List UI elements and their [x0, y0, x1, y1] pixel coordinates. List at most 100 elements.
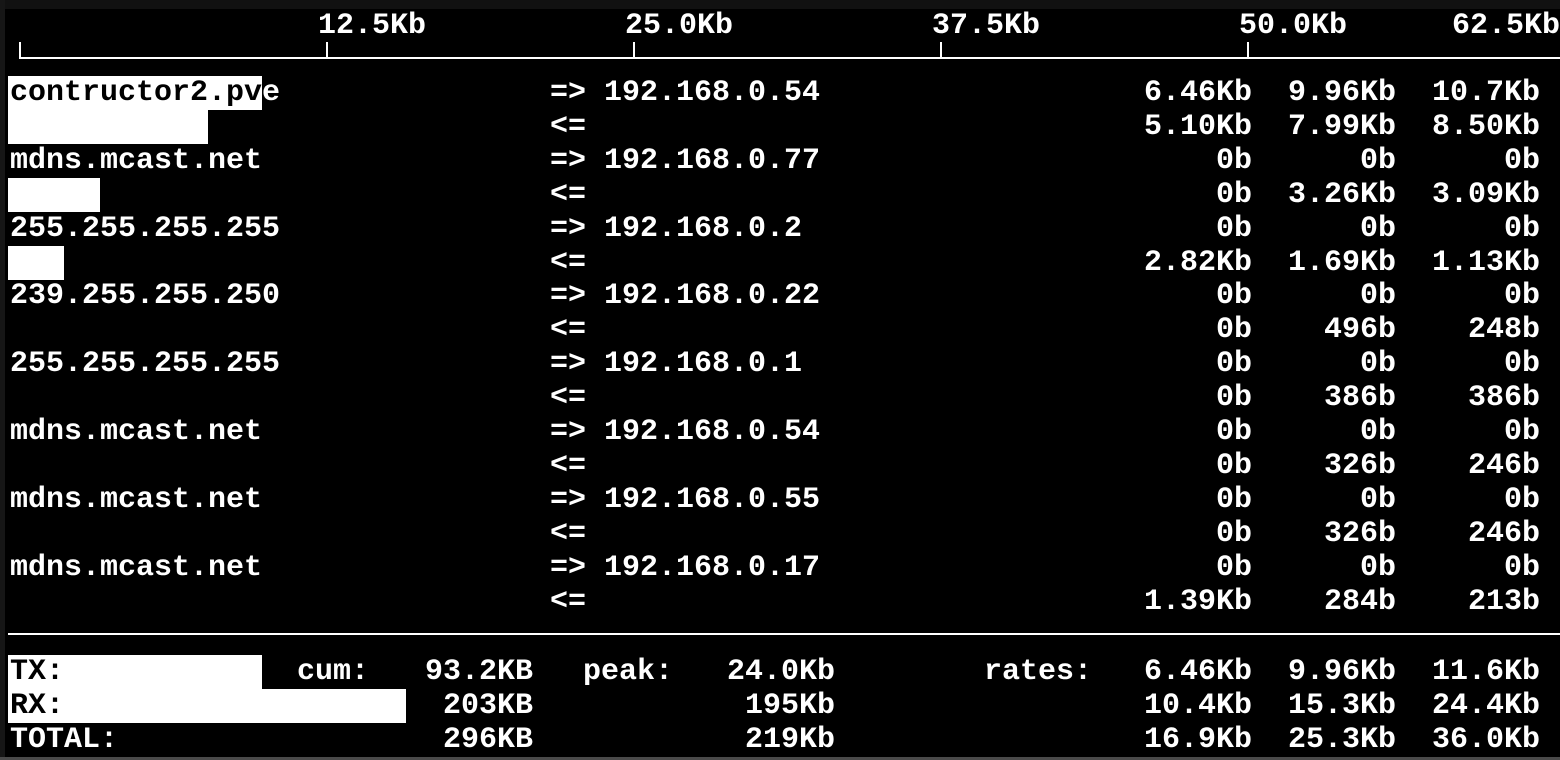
rate-value: 0b [1503, 347, 1540, 381]
rate-value: 1.39Kb [1143, 585, 1252, 619]
rate-value: 3.26Kb [1287, 178, 1396, 212]
rate-value: 0b [1215, 449, 1252, 483]
direction-arrow: => [550, 76, 587, 110]
source-host: 255.255.255.255 [10, 212, 281, 246]
rates-header: rates: [984, 655, 1093, 689]
scale-label: 62.5Kb [1452, 9, 1560, 43]
direction-arrow: <= [550, 246, 587, 280]
rate-value: 0b [1359, 279, 1396, 313]
rate-value: 0b [1503, 551, 1540, 585]
direction-arrow: => [550, 347, 587, 381]
summary-label: TOTAL: [10, 723, 119, 757]
traffic-bar [8, 110, 208, 144]
peak-value: 195Kb [744, 689, 835, 723]
direction-arrow: <= [550, 449, 587, 483]
scale-label: 12.5Kb [318, 9, 427, 43]
rate-value: 0b [1215, 279, 1252, 313]
connection-row-line: contructor2.pve => 192.168.0.54 6.46Kb 9.96K… [0, 76, 1560, 110]
source-host: mdns.mcast.net [10, 483, 263, 517]
rate-value: 16.9Kb [1143, 723, 1252, 757]
rate-value: 1.69Kb [1287, 246, 1396, 280]
rate-value: 7.99Kb [1287, 110, 1396, 144]
rate-value: 9.96Kb [1287, 76, 1396, 110]
direction-arrow: <= [550, 313, 587, 347]
rate-value: 386b [1323, 381, 1396, 415]
rate-value: 0b [1359, 144, 1396, 178]
rate-value: 0b [1215, 517, 1252, 551]
dest-host: 192.168.0.2 [604, 212, 803, 246]
connection-row-line: <= 2.82Kb 1.69Kb 1.13Kb [0, 246, 1560, 280]
rate-value: 0b [1215, 313, 1252, 347]
rate-value: 0b [1503, 279, 1540, 313]
summary-row-tx: TX: cum: peak: rates: 93.2KB 24.0Kb 6.46Kb 9.96… [0, 655, 1560, 689]
summary-row-total: TOTAL: 296KB 219Kb 16.9Kb 25.3Kb 36.0Kb [0, 723, 1560, 757]
connection-row-line: mdns.mcast.net => 192.168.0.17 0b 0b 0b [0, 551, 1560, 585]
window-edge-left [0, 0, 5, 760]
traffic-bar [8, 178, 100, 212]
dest-host: 192.168.0.54 [604, 76, 821, 110]
rate-value: 0b [1359, 551, 1396, 585]
rate-value: 1.13Kb [1431, 246, 1540, 280]
source-host: 255.255.255.255 [10, 347, 281, 381]
rate-value: 6.46Kb [1143, 76, 1252, 110]
direction-arrow: <= [550, 178, 587, 212]
rate-value: 213b [1467, 585, 1540, 619]
direction-arrow: => [550, 415, 587, 449]
peak-value: 219Kb [744, 723, 835, 757]
rate-value: 9.96Kb [1287, 655, 1396, 689]
connection-row-line: 255.255.255.255 => 192.168.0.2 0b 0b 0b [0, 212, 1560, 246]
window-edge-top [0, 0, 1560, 9]
rate-value: 246b [1467, 517, 1540, 551]
rate-value: 0b [1215, 483, 1252, 517]
source-host-normal-part: e [262, 76, 281, 110]
traffic-bar [8, 76, 262, 110]
cumulative-value: 203KB [442, 689, 533, 723]
cumulative-value: 93.2KB [424, 655, 533, 689]
direction-arrow: <= [550, 381, 587, 415]
traffic-bar [8, 689, 406, 723]
scale-tick [940, 42, 942, 58]
connection-row-line: mdns.mcast.net => 192.168.0.54 0b 0b 0b [0, 415, 1560, 449]
source-host: mdns.mcast.net [10, 144, 263, 178]
direction-arrow: => [550, 144, 587, 178]
connection-row-line: mdns.mcast.net => 192.168.0.77 0b 0b 0b [0, 144, 1560, 178]
rate-value: 10.7Kb [1431, 76, 1540, 110]
direction-arrow: => [550, 483, 587, 517]
rate-value: 6.46Kb [1143, 655, 1252, 689]
rate-value: 0b [1359, 483, 1396, 517]
source-host-inverted-part: contructor2.pv [10, 76, 263, 110]
scale-tick [19, 42, 21, 58]
rate-value: 0b [1503, 212, 1540, 246]
summary-row-rx: RX: 203KB 195Kb 10.4Kb 15.3Kb 24.4Kb [0, 689, 1560, 723]
connection-row-line: <= 0b 326b 246b [0, 517, 1560, 551]
rate-value: 2.82Kb [1143, 246, 1252, 280]
rate-value: 10.4Kb [1143, 689, 1252, 723]
rate-value: 5.10Kb [1143, 110, 1252, 144]
direction-arrow: <= [550, 517, 587, 551]
rate-value: 326b [1323, 449, 1396, 483]
rate-value: 15.3Kb [1287, 689, 1396, 723]
scale-label: 25.0Kb [625, 9, 734, 43]
dest-host: 192.168.0.55 [604, 483, 821, 517]
rate-value: 284b [1323, 585, 1396, 619]
rate-value: 0b [1359, 347, 1396, 381]
direction-arrow: <= [550, 585, 587, 619]
connection-row-line: <= 0b 3.26Kb 3.09Kb [0, 178, 1560, 212]
summary-label: TX: [10, 655, 65, 689]
rate-value: 0b [1215, 551, 1252, 585]
source-host: contructor2.pve [10, 76, 280, 110]
source-host: mdns.mcast.net [10, 551, 263, 585]
rate-value: 246b [1467, 449, 1540, 483]
rate-value: 496b [1323, 313, 1396, 347]
rate-value: 8.50Kb [1431, 110, 1540, 144]
rate-value: 0b [1503, 415, 1540, 449]
rate-value: 36.0Kb [1431, 723, 1540, 757]
cum-header: cum: [297, 655, 370, 689]
rate-value: 0b [1359, 415, 1396, 449]
ruler-line [19, 57, 1560, 59]
connection-row-line: <= 0b 326b 246b [0, 449, 1560, 483]
rate-value: 0b [1215, 144, 1252, 178]
direction-arrow: <= [550, 110, 587, 144]
rate-value: 0b [1359, 212, 1396, 246]
